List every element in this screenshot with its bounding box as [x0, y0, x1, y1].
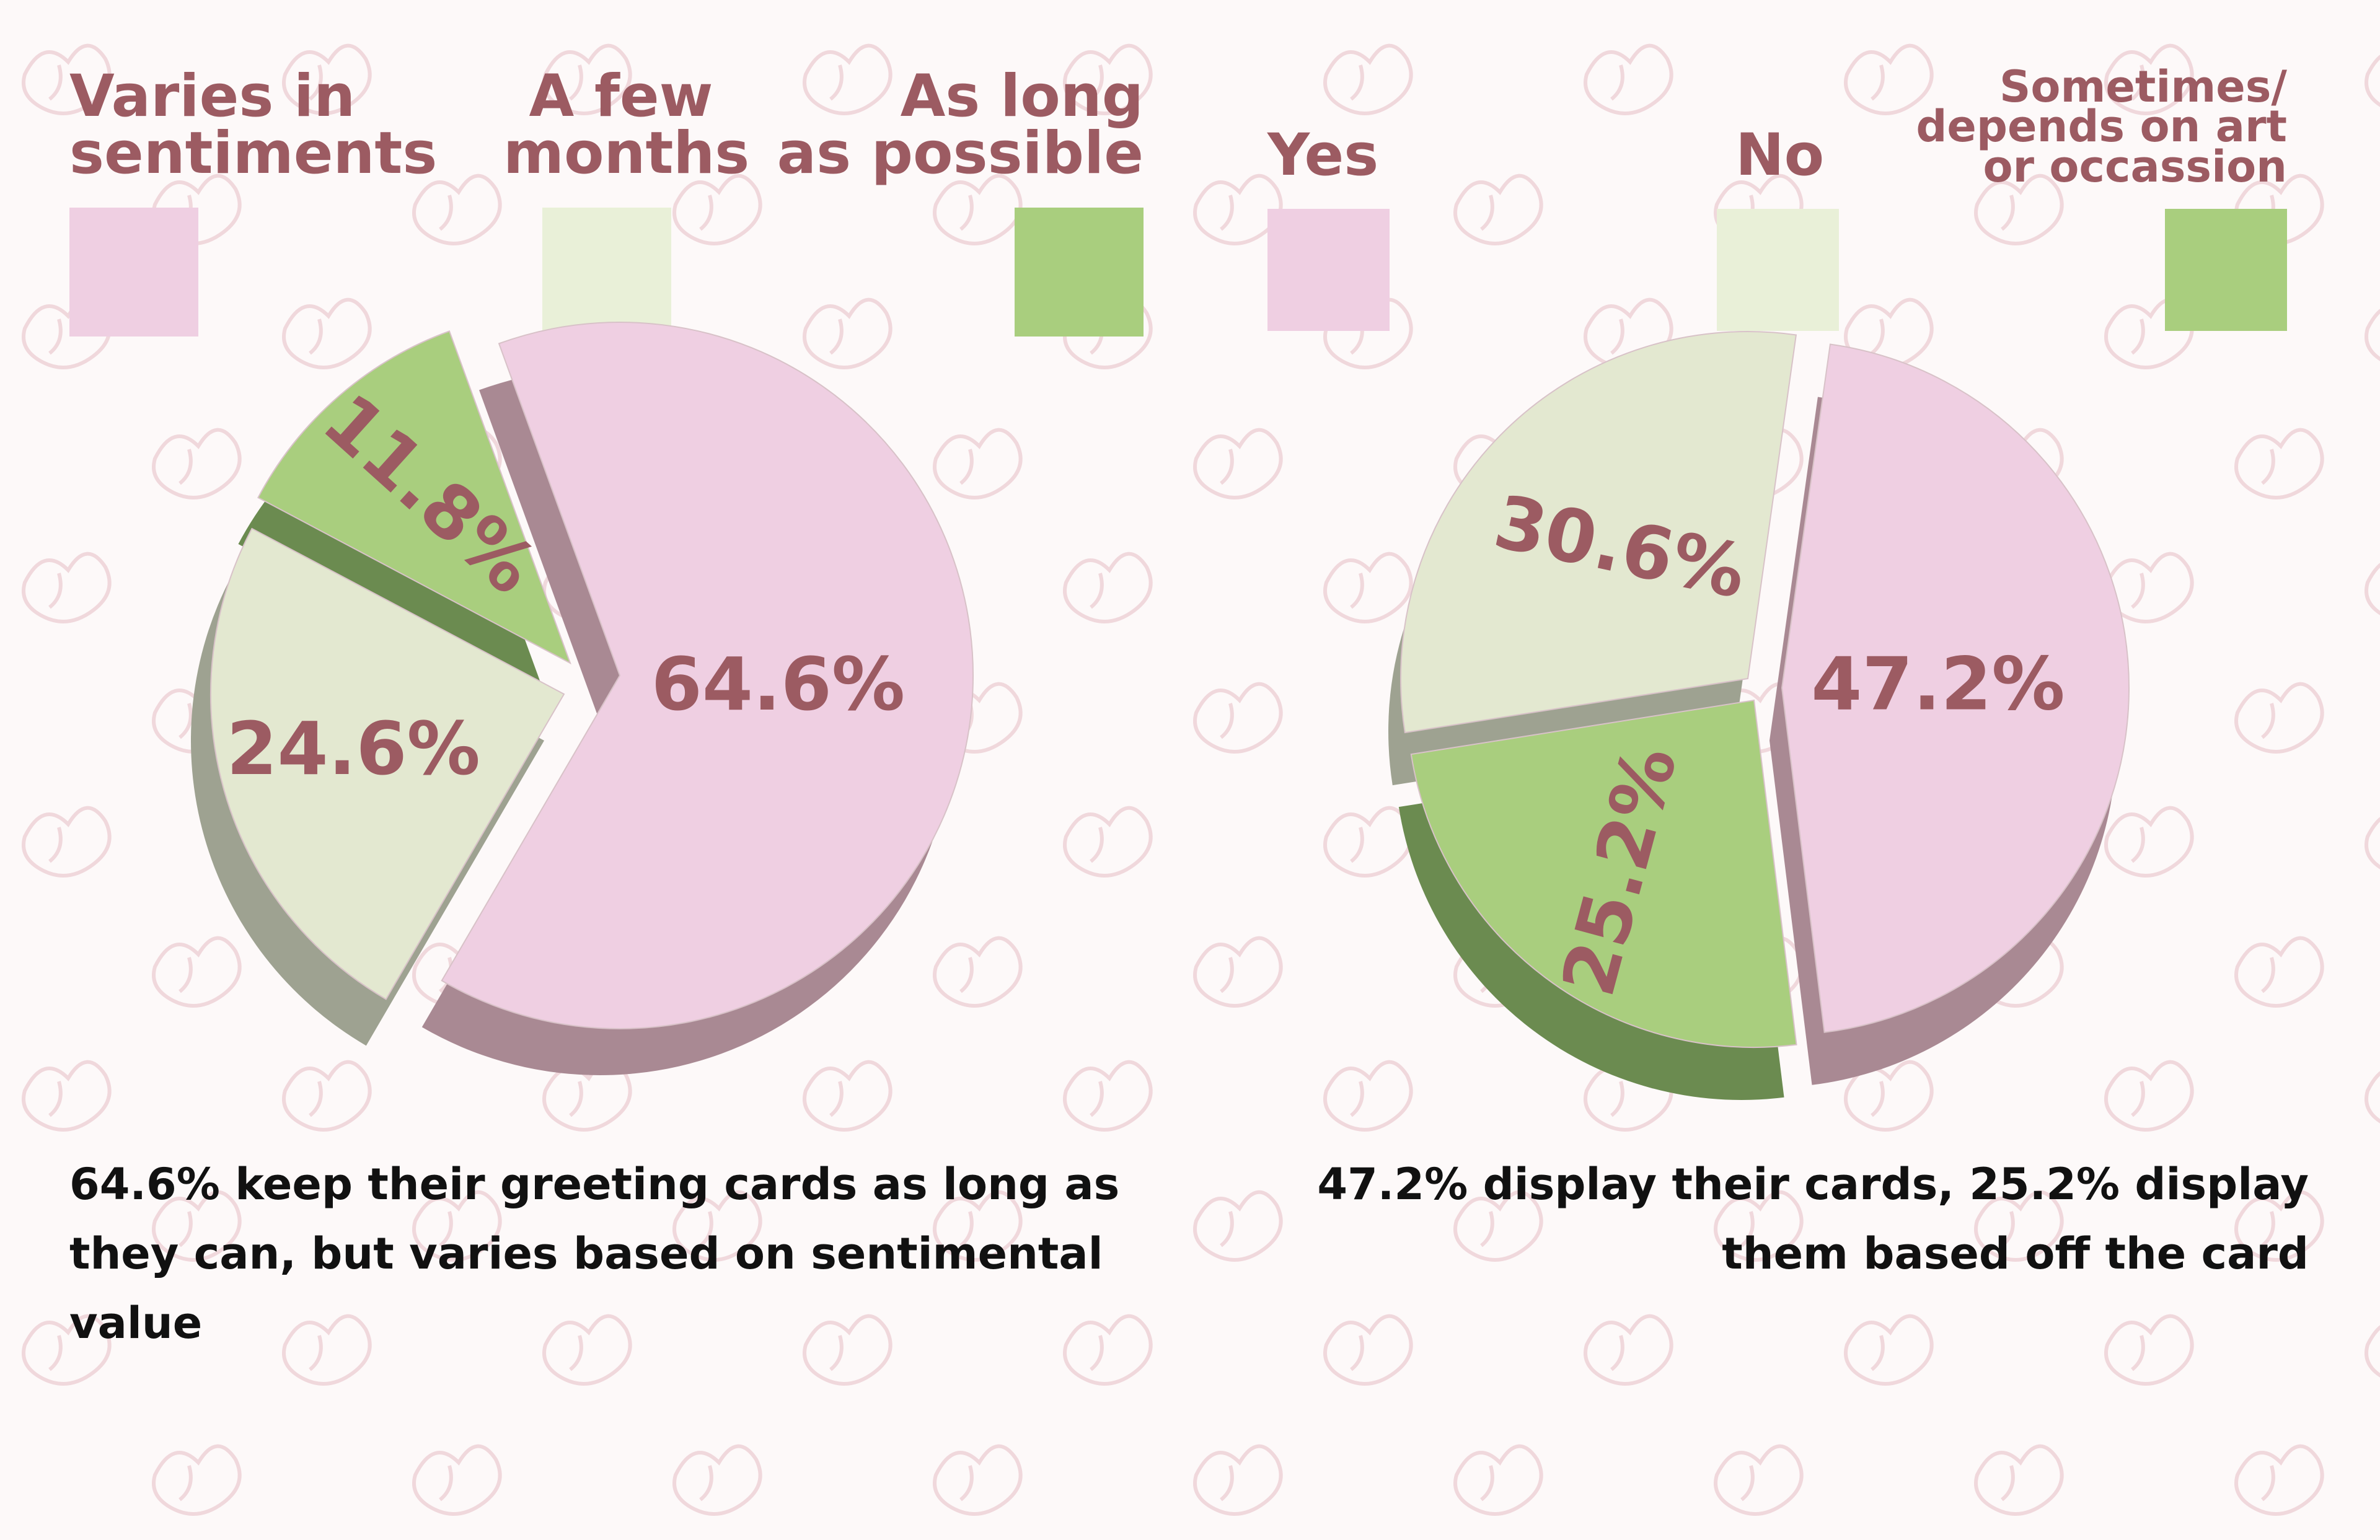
legend-label-no: No: [1735, 121, 1825, 189]
pie-1-data-label-1: 64.6%: [651, 641, 905, 727]
legend-label-varies-in-sentiments: Varies in sentiments: [69, 63, 438, 188]
chart-1-caption: 64.6% keep their greeting cards as long …: [69, 1159, 1120, 1349]
pie-2-slice-1: [1781, 343, 2130, 1033]
legend-swatch-sometimes: [2165, 209, 2287, 331]
pie-2-slice-2: [1410, 699, 1797, 1048]
legend-swatch-as-long-as-possible: [1015, 208, 1144, 337]
pie-1-slice-2: [210, 527, 565, 1000]
pie-1-slice-1: [441, 322, 974, 1029]
legend-label-as-long-as-possible: As long as possible: [777, 63, 1144, 188]
legend-label-sometimes: Sometimes/ depends on art or occassion: [1916, 61, 2287, 192]
pie-1-data-label-2: 24.6%: [226, 706, 480, 791]
pie-chart-2: 47.2%25.2%30.6%: [1388, 331, 2130, 1101]
legend-label-a-few-months: A few months: [503, 63, 750, 188]
legend-swatch-yes: [1267, 209, 1390, 331]
chart-2-caption: 47.2% display their cards, 25.2% display…: [1317, 1159, 2309, 1279]
legend-swatch-no: [1717, 209, 1839, 331]
legend-swatch-a-few-months: [542, 208, 671, 337]
pie-2-slice-3: [1400, 331, 1797, 734]
legend-swatch-varies-in-sentiments: [69, 208, 198, 337]
pie-2-data-label-1: 47.2%: [1811, 641, 2065, 726]
pie-chart-1: 64.6%24.6%11.8%: [190, 322, 974, 1075]
legend-label-yes: Yes: [1267, 121, 1379, 189]
pie-1-slice-3: [257, 330, 571, 665]
